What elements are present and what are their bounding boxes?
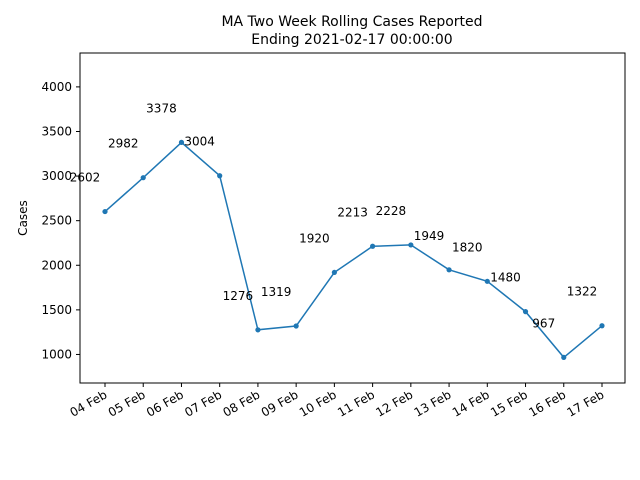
data-label: 1920 bbox=[299, 231, 330, 245]
chart-title: MA Two Week Rolling Cases Reported bbox=[221, 14, 482, 30]
data-point bbox=[561, 354, 567, 361]
data-point bbox=[140, 175, 146, 181]
data-label: 1480 bbox=[490, 271, 521, 285]
y-axis-label: Cases bbox=[16, 200, 30, 236]
data-point bbox=[331, 269, 337, 276]
data-label: 1820 bbox=[452, 240, 483, 254]
data-point bbox=[522, 309, 529, 315]
data-point bbox=[370, 243, 376, 249]
data-label: 1276 bbox=[223, 289, 254, 303]
data-label: 1322 bbox=[567, 285, 598, 299]
x-tick-label: 04 Feb bbox=[68, 387, 110, 419]
data-point bbox=[599, 323, 605, 329]
data-label: 3004 bbox=[184, 135, 215, 149]
y-tick-label: 2500 bbox=[41, 214, 72, 228]
x-tick-label: 11 Feb bbox=[335, 387, 377, 419]
data-point bbox=[293, 323, 299, 329]
data-point bbox=[446, 267, 452, 273]
x-tick-label: 08 Feb bbox=[220, 387, 262, 419]
data-point bbox=[178, 139, 185, 145]
data-label: 2982 bbox=[108, 137, 139, 151]
y-tick-label: 4000 bbox=[41, 80, 72, 94]
x-tick-label: 17 Feb bbox=[565, 387, 607, 419]
x-tick-label: 13 Feb bbox=[412, 387, 454, 419]
x-tick-label: 09 Feb bbox=[259, 387, 301, 419]
y-tick-label: 3500 bbox=[41, 124, 72, 138]
data-label: 2602 bbox=[70, 171, 101, 185]
x-tick-label: 06 Feb bbox=[144, 387, 186, 419]
y-tick-label: 1000 bbox=[41, 347, 72, 361]
x-tick-label: 05 Feb bbox=[106, 387, 148, 419]
x-tick-label: 10 Feb bbox=[297, 387, 339, 419]
x-tick-label: 12 Feb bbox=[373, 387, 415, 419]
data-point bbox=[217, 173, 223, 179]
y-tick-label: 2000 bbox=[41, 258, 72, 272]
x-tick-label: 15 Feb bbox=[488, 387, 530, 419]
y-tick-label: 1500 bbox=[41, 303, 72, 317]
plot-frame bbox=[79, 52, 626, 384]
data-point bbox=[255, 327, 261, 333]
x-tick-label: 07 Feb bbox=[182, 387, 224, 419]
data-point bbox=[484, 278, 490, 284]
y-tick-label: 3000 bbox=[41, 169, 72, 183]
series-line bbox=[104, 141, 603, 359]
data-label: 1949 bbox=[414, 229, 445, 243]
data-label: 967 bbox=[532, 316, 555, 330]
data-label: 1319 bbox=[261, 285, 292, 299]
data-point bbox=[408, 242, 414, 248]
data-label: 3378 bbox=[146, 101, 177, 115]
data-label: 2213 bbox=[337, 205, 368, 219]
data-label: 2228 bbox=[376, 204, 407, 218]
x-tick-label: 14 Feb bbox=[450, 387, 492, 419]
chart-subtitle: Ending 2021-02-17 00:00:00 bbox=[251, 32, 452, 48]
x-tick-label: 16 Feb bbox=[526, 387, 568, 419]
data-point bbox=[102, 208, 108, 215]
